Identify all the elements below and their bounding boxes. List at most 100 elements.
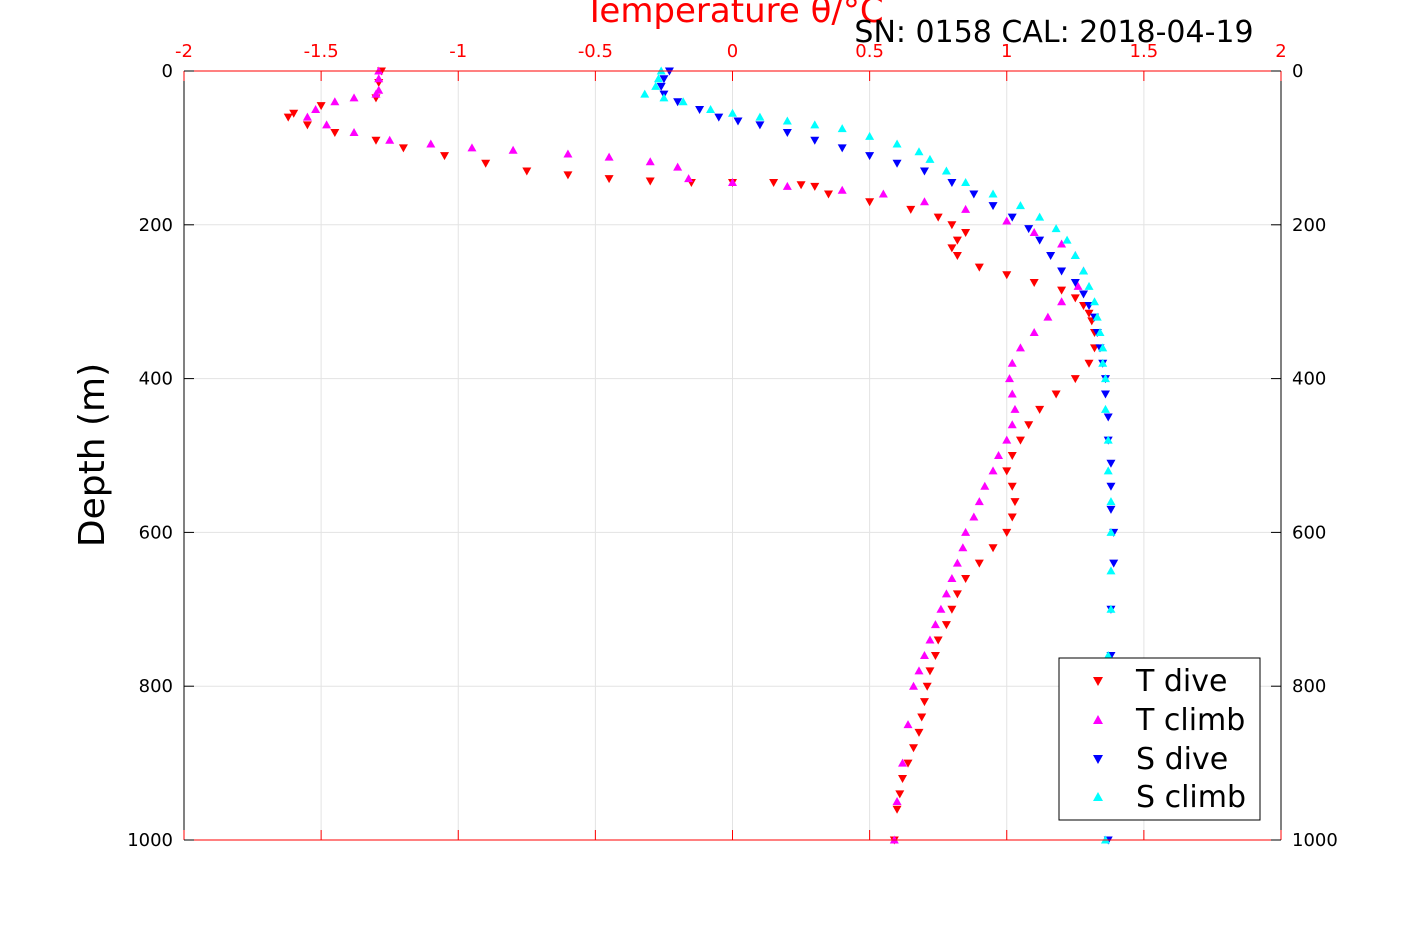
data-point — [1079, 290, 1089, 299]
data-point — [1002, 271, 1012, 280]
data-point — [782, 129, 792, 138]
data-point — [895, 790, 905, 799]
data-point — [919, 197, 929, 206]
series-t-climb — [302, 66, 1089, 844]
data-point — [837, 185, 847, 194]
data-point — [796, 181, 806, 190]
data-point — [1051, 390, 1061, 399]
data-point — [933, 636, 943, 645]
data-point — [969, 512, 979, 521]
data-point — [1073, 281, 1083, 290]
data-point — [865, 131, 875, 140]
data-point — [914, 728, 924, 737]
data-point — [1103, 435, 1113, 444]
data-point — [706, 104, 716, 113]
y-tick-label-right-1: 200 — [1292, 215, 1326, 236]
data-point — [1035, 405, 1045, 414]
data-point — [1100, 374, 1110, 383]
data-point — [1109, 559, 1119, 568]
data-point — [1002, 435, 1012, 444]
data-point — [1062, 235, 1072, 244]
data-point — [1079, 266, 1089, 275]
data-point — [302, 121, 312, 130]
data-point — [1100, 390, 1110, 399]
data-point — [919, 167, 929, 176]
data-point — [974, 263, 984, 272]
data-point — [1070, 375, 1080, 384]
data-point — [892, 797, 902, 806]
data-point — [994, 451, 1004, 459]
y-tick-label-right-3: 600 — [1292, 522, 1326, 543]
data-point — [1010, 498, 1020, 507]
data-point — [1007, 452, 1017, 460]
data-point — [903, 759, 913, 768]
data-point — [1098, 343, 1108, 352]
data-point — [1051, 224, 1061, 233]
data-point — [1106, 482, 1116, 491]
data-point — [1084, 309, 1094, 318]
legend-label-s-climb: S climb — [1136, 780, 1246, 815]
y-tick-label-left-0: 0 — [162, 61, 173, 82]
data-point — [892, 805, 902, 814]
data-point — [659, 93, 669, 102]
data-point — [653, 74, 663, 83]
data-point — [974, 497, 984, 506]
data-point — [961, 204, 971, 213]
data-point — [922, 682, 932, 691]
data-point — [371, 89, 381, 98]
legend: T dive T climb S dive S climb — [1058, 657, 1261, 821]
data-point — [1084, 359, 1094, 368]
data-point — [810, 182, 820, 191]
x-tick-label-0: -2 — [175, 41, 193, 62]
data-point — [1007, 389, 1017, 398]
data-point — [563, 171, 573, 180]
data-point — [684, 174, 694, 183]
data-point — [810, 120, 820, 129]
data-point — [988, 202, 998, 211]
data-point — [1103, 650, 1113, 659]
data-point — [1024, 225, 1034, 234]
data-point — [947, 221, 957, 230]
legend-entry-s-climb: S climb — [1093, 780, 1246, 815]
data-point — [1103, 466, 1113, 475]
data-point — [289, 109, 299, 118]
data-point — [909, 681, 919, 690]
data-point — [755, 112, 765, 121]
data-point — [1007, 513, 1017, 522]
data-point — [1004, 374, 1014, 383]
data-point — [322, 120, 332, 129]
x-tick-label-5: 0.5 — [855, 41, 884, 62]
data-point — [714, 113, 724, 122]
data-point — [656, 82, 666, 91]
data-point — [1106, 527, 1116, 536]
data-point — [349, 93, 359, 102]
data-point — [947, 605, 957, 614]
data-point — [930, 620, 940, 629]
data-point — [604, 175, 614, 184]
data-point — [755, 121, 765, 130]
data-point — [695, 105, 705, 114]
y-tick-label-right-4: 800 — [1292, 676, 1326, 697]
data-point — [961, 178, 971, 187]
data-point — [961, 527, 971, 536]
data-point — [1106, 459, 1116, 468]
data-point — [930, 651, 940, 660]
series-s-climb — [640, 66, 1116, 844]
data-point — [919, 698, 929, 707]
y-tick-label-right-5: 1000 — [1292, 830, 1338, 851]
data-point — [961, 575, 971, 584]
axes-frame — [183, 70, 1282, 841]
data-point — [1095, 327, 1105, 336]
data-point — [673, 98, 683, 107]
legend-entry-t-dive: T dive — [1093, 664, 1227, 699]
data-point — [941, 166, 951, 175]
data-point — [673, 162, 683, 171]
data-point — [952, 252, 962, 261]
y-tick-label-right-2: 400 — [1292, 369, 1326, 390]
data-point — [1029, 278, 1039, 287]
x-tick-label-8: 2 — [1275, 41, 1286, 62]
data-point — [640, 89, 650, 98]
legend-marker-t-dive — [1093, 677, 1103, 686]
data-point — [563, 149, 573, 158]
data-point — [1043, 312, 1053, 321]
